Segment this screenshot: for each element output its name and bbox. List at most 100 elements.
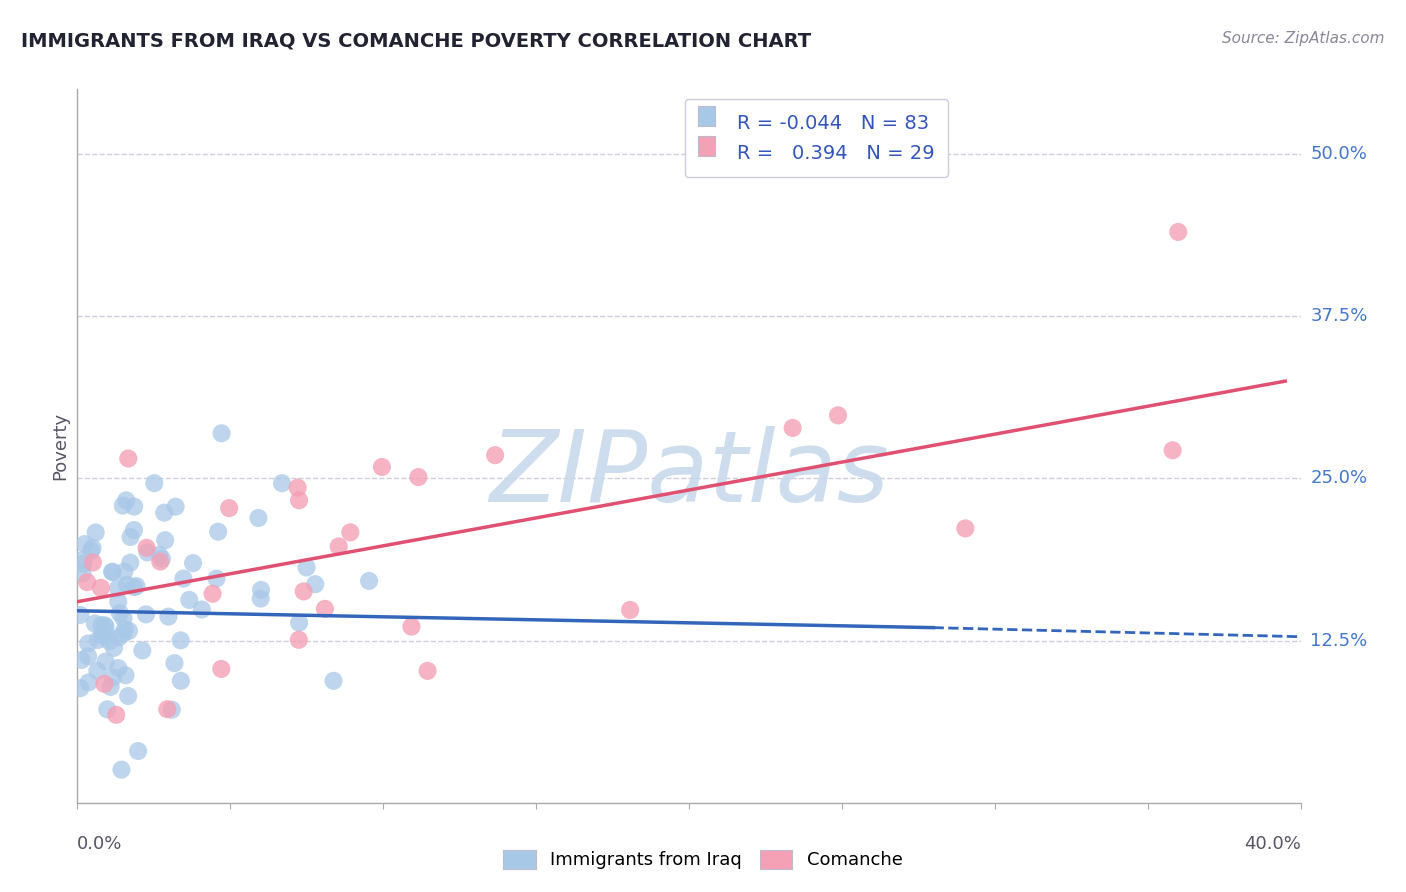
Point [328, 540, 350, 554]
Point [149, 555, 172, 569]
Point [314, 602, 336, 616]
Point [100, 680, 122, 694]
Point [91, 628, 114, 642]
Point [82, 556, 104, 570]
Point [112, 611, 135, 625]
Point [80, 543, 103, 558]
Point [94, 627, 117, 641]
Legend: R = -0.044   N = 83, R =   0.394   N = 29: R = -0.044 N = 83, R = 0.394 N = 29 [685, 99, 948, 177]
Text: ZIPatlas: ZIPatlas [489, 426, 889, 523]
Point [112, 565, 135, 579]
Point [288, 615, 311, 630]
Point [295, 560, 318, 574]
Point [153, 506, 176, 520]
Point [135, 541, 157, 555]
Point [153, 533, 176, 548]
Text: 50.0%: 50.0% [1310, 145, 1367, 163]
Point [90, 618, 112, 632]
Point [250, 582, 273, 597]
Point [143, 476, 166, 491]
Point [288, 632, 311, 647]
Point [105, 707, 128, 722]
Point [114, 668, 136, 682]
Point [107, 594, 129, 608]
Point [172, 572, 194, 586]
Point [136, 545, 159, 559]
Point [72, 557, 94, 571]
Point [83, 616, 105, 631]
Point [371, 460, 394, 475]
Point [77, 636, 100, 650]
Point [70, 653, 93, 667]
Point [125, 579, 148, 593]
Text: IMMIGRANTS FROM IRAQ VS COMANCHE POVERTY CORRELATION CHART: IMMIGRANTS FROM IRAQ VS COMANCHE POVERTY… [21, 31, 811, 50]
Point [1167, 225, 1189, 239]
Point [170, 673, 193, 688]
Point [782, 421, 804, 435]
Point [114, 622, 136, 636]
Point [101, 565, 124, 579]
Point [339, 525, 361, 540]
Point [211, 426, 233, 441]
Point [120, 556, 142, 570]
Point [401, 619, 423, 633]
Point [98, 634, 121, 648]
Point [111, 499, 134, 513]
Point [218, 501, 240, 516]
Point [249, 591, 271, 606]
Point [107, 581, 129, 595]
Point [292, 584, 315, 599]
Text: 0.0%: 0.0% [77, 835, 122, 853]
Point [201, 587, 224, 601]
Point [103, 640, 125, 655]
Point [157, 609, 180, 624]
Point [619, 603, 641, 617]
Point [359, 574, 381, 588]
Point [69, 607, 91, 622]
Point [160, 703, 183, 717]
Point [408, 470, 430, 484]
Point [304, 577, 326, 591]
Point [76, 575, 98, 590]
Point [122, 580, 145, 594]
Point [181, 556, 204, 570]
Point [94, 619, 117, 633]
Point [108, 606, 131, 620]
Point [484, 448, 506, 462]
Point [77, 675, 100, 690]
Point [416, 664, 439, 678]
Point [247, 511, 270, 525]
Point [148, 548, 170, 562]
Point [108, 630, 131, 644]
Point [163, 656, 186, 670]
Text: 25.0%: 25.0% [1310, 469, 1368, 487]
Point [91, 629, 114, 643]
Point [207, 524, 229, 539]
Point [72, 552, 94, 566]
Text: Source: ZipAtlas.com: Source: ZipAtlas.com [1222, 31, 1385, 46]
Point [135, 607, 157, 622]
Point [117, 451, 139, 466]
Point [82, 541, 104, 555]
Legend: Immigrants from Iraq, Comanche: Immigrants from Iraq, Comanche [494, 841, 912, 879]
Point [169, 633, 191, 648]
Point [322, 673, 344, 688]
Point [287, 481, 309, 495]
Point [90, 581, 112, 595]
Point [205, 572, 228, 586]
Point [122, 500, 145, 514]
Point [827, 409, 849, 423]
Point [127, 744, 149, 758]
Point [93, 677, 115, 691]
Point [271, 476, 294, 491]
Point [73, 537, 96, 551]
Point [72, 566, 94, 581]
Point [93, 618, 115, 632]
Point [107, 661, 129, 675]
Point [117, 689, 139, 703]
Point [101, 671, 124, 685]
Point [94, 655, 117, 669]
Point [69, 681, 91, 695]
Point [150, 551, 173, 566]
Point [112, 626, 135, 640]
